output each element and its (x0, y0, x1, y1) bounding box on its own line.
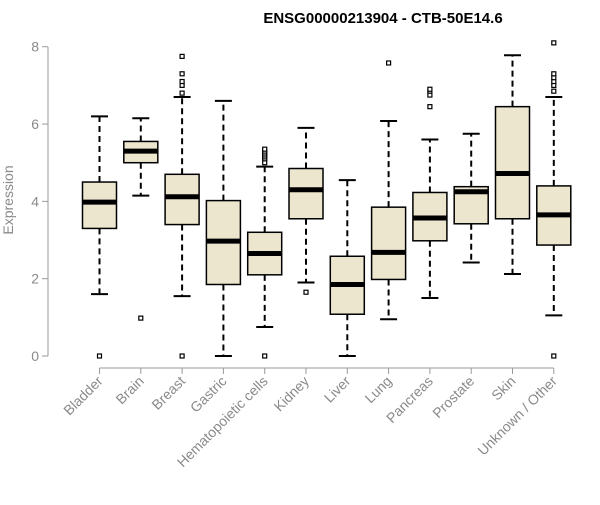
box-group (536, 40, 572, 359)
box-group (494, 54, 531, 276)
outlier-point (179, 71, 185, 77)
x-tick-label: Liver (321, 373, 354, 406)
x-tick-label: Lung (361, 373, 394, 406)
box-group (164, 53, 200, 359)
x-tick-label: Kidney (271, 373, 313, 415)
box-group (453, 132, 489, 264)
box-series (81, 40, 572, 359)
outlier-point (138, 315, 144, 321)
iqr-box (370, 206, 407, 281)
outlier-point (551, 71, 557, 77)
outlier-point (96, 353, 103, 359)
y-axis: 0 2 4 6 8 (31, 39, 49, 364)
outlier-point (551, 353, 557, 359)
outlier-point (551, 88, 557, 94)
y-tick-label: 6 (31, 116, 39, 132)
x-tick-label: Bladder (60, 373, 106, 419)
y-axis-label: Expression (0, 165, 16, 234)
y-tick-label: 2 (31, 271, 39, 287)
iqr-box (494, 105, 531, 220)
outlier-point (179, 78, 185, 85)
x-tick-label: Skin (488, 373, 519, 404)
outlier-point (386, 60, 392, 66)
box-group (412, 86, 448, 300)
iqr-box (81, 181, 118, 230)
outlier-point (427, 86, 433, 92)
outlier-point (179, 90, 185, 96)
box-group (123, 117, 159, 321)
outlier-point (179, 353, 185, 359)
y-tick-label: 0 (31, 348, 39, 364)
box-group (205, 99, 242, 357)
outlier-point (179, 53, 185, 59)
box-group (329, 179, 366, 357)
y-tick-label: 8 (31, 39, 39, 55)
iqr-box (288, 167, 324, 220)
outlier-point (427, 104, 433, 110)
outlier-point (262, 353, 268, 359)
outlier-point (262, 146, 268, 152)
iqr-box (164, 173, 200, 226)
box-group (288, 126, 324, 295)
chart-title: ENSG00000213904 - CTB-50E14.6 (263, 10, 502, 27)
y-tick-label: 4 (31, 193, 39, 209)
x-tick-label: Brain (112, 373, 146, 407)
box-group (81, 115, 118, 359)
x-tick-label: Prostate (429, 373, 477, 421)
outlier-point (303, 289, 309, 295)
x-tick-label: Breast (148, 373, 188, 413)
box-group (246, 146, 283, 359)
outlier-point (551, 40, 557, 46)
box-group (370, 60, 407, 321)
